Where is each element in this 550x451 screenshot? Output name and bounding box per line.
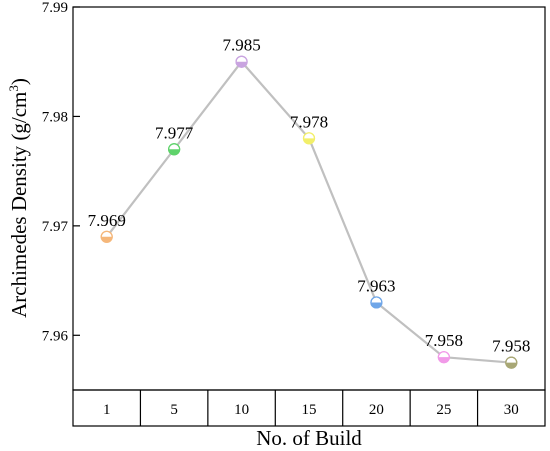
data-point bbox=[235, 55, 248, 68]
y-axis-title-sup: 3 bbox=[6, 85, 21, 92]
y-axis-title: Archimedes Density (g/cm3) bbox=[6, 78, 31, 318]
y-tick-label: 7.99 bbox=[42, 0, 68, 16]
category-band bbox=[72, 389, 546, 427]
category-label: 1 bbox=[103, 402, 111, 418]
data-point bbox=[100, 230, 113, 243]
y-axis-title-end: ) bbox=[7, 78, 31, 85]
data-points bbox=[100, 55, 518, 369]
category-label: 30 bbox=[504, 402, 519, 418]
data-point bbox=[505, 356, 518, 369]
y-tick-label: 7.97 bbox=[42, 219, 69, 235]
data-labels: 7.969 7.977 7.985 7.978 7.963 7.958 7.958 bbox=[88, 36, 531, 356]
data-point bbox=[302, 132, 316, 145]
data-label: 7.963 bbox=[357, 276, 395, 295]
category-label: 25 bbox=[436, 402, 451, 418]
y-axis-title-main: Archimedes Density (g/cm bbox=[7, 92, 31, 318]
data-point bbox=[437, 351, 450, 364]
data-label: 7.985 bbox=[222, 36, 260, 55]
data-label: 7.958 bbox=[425, 331, 463, 350]
data-label: 7.969 bbox=[88, 211, 126, 230]
y-axis: 7.96 7.97 7.98 7.99 bbox=[42, 0, 80, 344]
y-tick-label: 7.96 bbox=[42, 328, 69, 344]
plot-frame bbox=[72, 6, 546, 391]
data-label: 7.958 bbox=[492, 337, 530, 356]
category-label: 10 bbox=[234, 402, 249, 418]
series-line bbox=[105, 60, 512, 364]
x-axis-title: No. of Build bbox=[256, 426, 362, 450]
data-label: 7.978 bbox=[290, 112, 328, 131]
category-axis: 1 5 10 15 20 25 30 bbox=[103, 390, 519, 426]
y-tick-label: 7.98 bbox=[42, 109, 68, 125]
data-label: 7.977 bbox=[155, 123, 194, 142]
category-label: 15 bbox=[302, 402, 317, 418]
data-point bbox=[370, 296, 383, 309]
category-label: 20 bbox=[369, 402, 384, 418]
category-label: 5 bbox=[170, 402, 178, 418]
data-point bbox=[168, 143, 181, 156]
